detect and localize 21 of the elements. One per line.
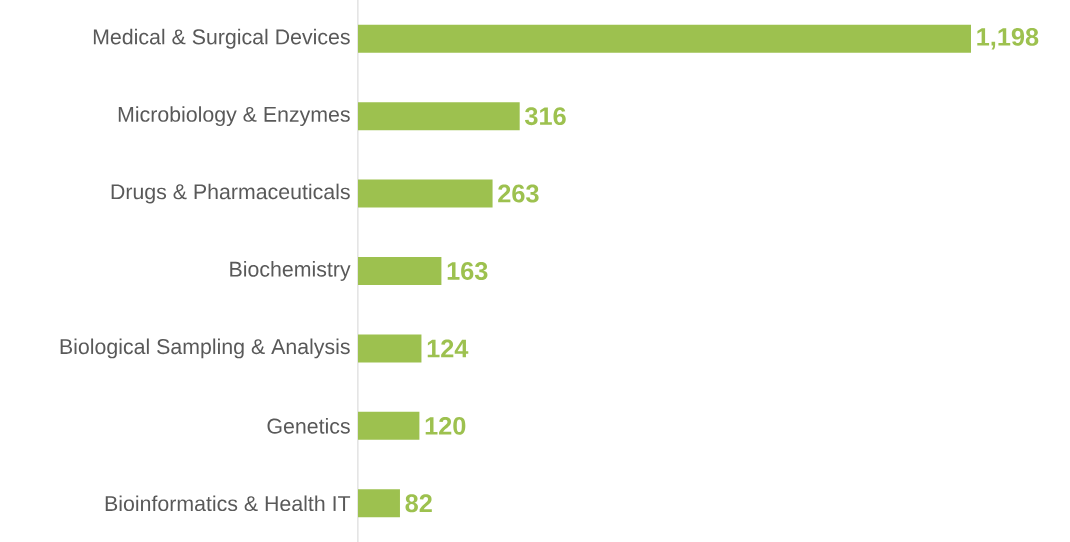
y-tick-label: Biochemistry bbox=[230, 261, 351, 281]
y-tick-label: Drugs & Pharmaceuticals bbox=[111, 183, 350, 204]
y-tick-label: Medical & Surgical Devices bbox=[93, 28, 350, 49]
bar bbox=[358, 24, 971, 53]
data-label: 316 bbox=[524, 107, 566, 126]
y-tick-label: Microbiology & Enzymes bbox=[118, 106, 350, 127]
bar bbox=[358, 411, 420, 440]
y-tick-label: Biological Sampling & Analysis bbox=[60, 338, 350, 359]
data-label: 263 bbox=[498, 184, 539, 203]
data-label: 163 bbox=[447, 262, 488, 280]
y-tick-label: Bioinformatics & Health IT bbox=[105, 495, 351, 512]
bar bbox=[358, 257, 442, 285]
y-tick-label: Genetics bbox=[267, 418, 350, 434]
bar bbox=[358, 489, 400, 518]
data-label: 82 bbox=[405, 494, 432, 513]
data-label: 120 bbox=[425, 416, 466, 435]
bar bbox=[358, 102, 520, 131]
bar bbox=[358, 334, 422, 363]
bar bbox=[358, 179, 493, 208]
data-label: 1,198 bbox=[977, 27, 1039, 50]
data-label: 124 bbox=[427, 339, 469, 358]
